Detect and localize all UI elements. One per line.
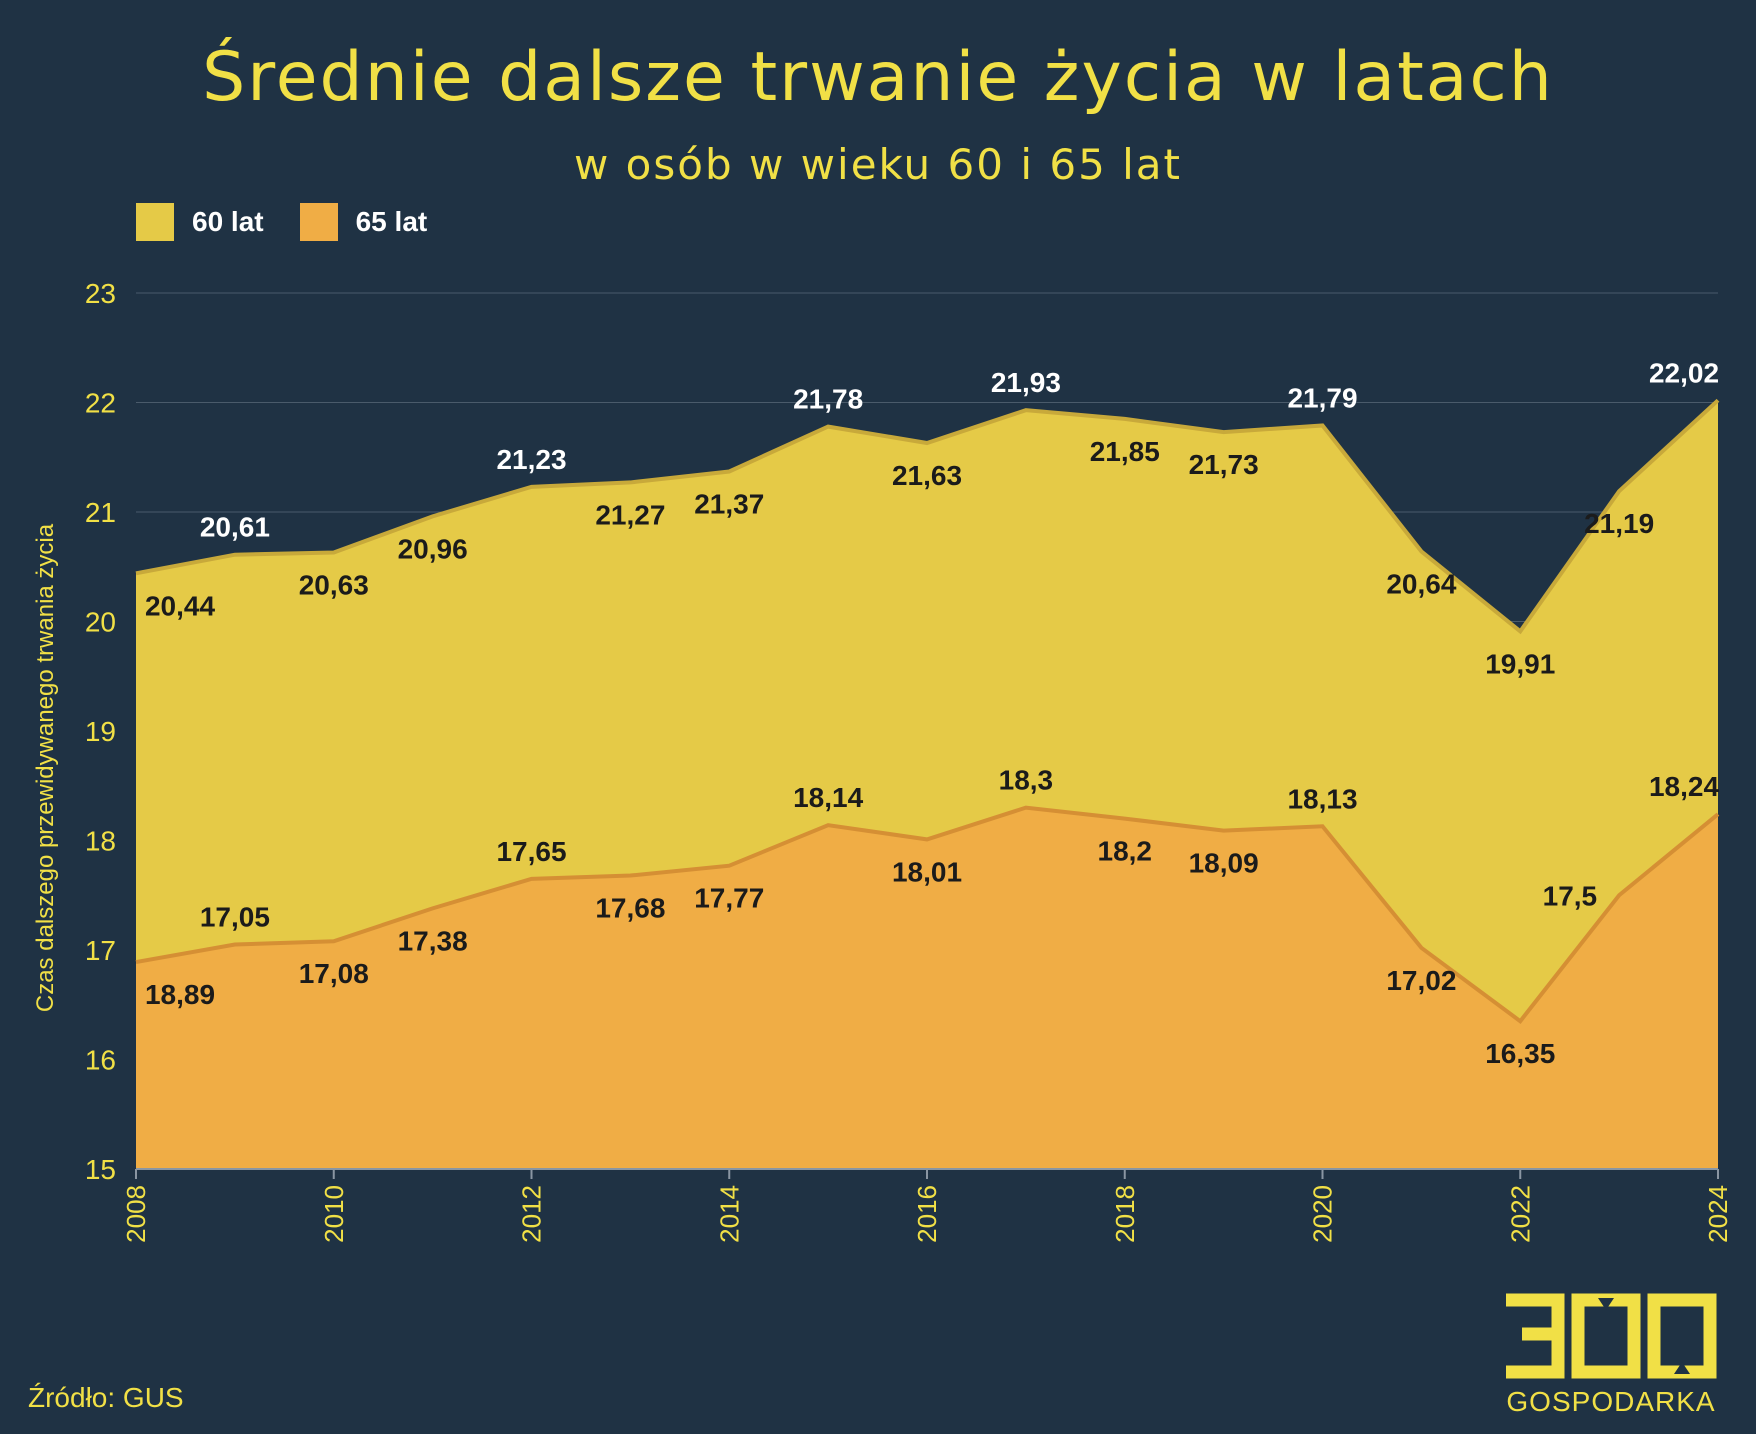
legend: 60 lat 65 lat <box>136 203 463 241</box>
legend-item-60: 60 lat <box>136 203 264 241</box>
x-tick-label: 2022 <box>1505 1185 1535 1243</box>
data-label-65: 18,89 <box>145 979 215 1010</box>
logo-300-icon <box>1506 1293 1717 1379</box>
data-label-65: 17,08 <box>299 958 369 989</box>
legend-swatch-60 <box>136 203 174 241</box>
data-label-65: 18,24 <box>1649 771 1719 802</box>
y-tick-label: 16 <box>85 1045 116 1076</box>
data-label-65: 16,35 <box>1485 1038 1555 1069</box>
y-tick-label: 19 <box>85 716 116 747</box>
area-65-lat <box>136 807 1718 1169</box>
data-label-60: 21,73 <box>1189 449 1259 480</box>
data-label-65: 17,65 <box>496 836 566 867</box>
y-tick-label: 17 <box>85 935 116 966</box>
data-label-60: 21,85 <box>1090 436 1160 467</box>
data-label-60: 20,61 <box>200 512 270 543</box>
data-label-60: 21,19 <box>1584 508 1654 539</box>
data-label-60: 20,44 <box>145 590 215 621</box>
data-label-65: 18,3 <box>999 765 1054 796</box>
y-tick-label: 15 <box>85 1154 116 1185</box>
chart-subtitle: w osób w wieku 60 i 65 lat <box>573 140 1183 189</box>
x-tick-label: 2012 <box>517 1185 547 1243</box>
data-label-60: 21,78 <box>793 384 863 415</box>
y-tick-label: 22 <box>85 388 116 419</box>
data-label-65: 17,38 <box>398 925 468 956</box>
y-tick-label: 23 <box>85 278 116 309</box>
x-tick-label: 2020 <box>1308 1185 1338 1243</box>
x-tick-label: 2014 <box>714 1185 744 1243</box>
data-label-65: 17,02 <box>1386 965 1456 996</box>
data-label-60: 20,63 <box>299 570 369 601</box>
data-label-60: 20,96 <box>398 533 468 564</box>
data-label-60: 21,27 <box>595 499 665 530</box>
data-label-65: 18,13 <box>1287 783 1357 814</box>
data-label-65: 18,09 <box>1189 848 1259 879</box>
data-label-65: 17,68 <box>595 893 665 924</box>
data-label-60: 21,79 <box>1287 382 1357 413</box>
data-label-60: 22,02 <box>1649 357 1719 388</box>
x-tick-label: 2018 <box>1110 1185 1140 1243</box>
logo-text: GOSPODARKA <box>1506 1386 1716 1417</box>
data-label-60: 21,37 <box>694 488 764 519</box>
y-tick-label: 21 <box>85 497 116 528</box>
legend-swatch-65 <box>299 203 338 241</box>
data-label-65: 17,05 <box>200 902 270 933</box>
source-note: Źródło: GUS <box>28 1382 184 1413</box>
data-label-65: 18,2 <box>1098 836 1153 867</box>
x-tick-label: 2024 <box>1703 1185 1733 1243</box>
data-label-60: 21,93 <box>991 367 1061 398</box>
line-60-lat <box>135 398 1720 635</box>
x-tick-label: 2016 <box>912 1185 942 1243</box>
legend-item-65: 65 lat <box>299 203 428 241</box>
data-label-65: 18,14 <box>793 782 863 813</box>
chart-title: Średnie dalsze trwanie życia w latach <box>202 38 1554 117</box>
x-tick-label: 2008 <box>121 1185 151 1243</box>
x-tick-label: 2010 <box>319 1185 349 1243</box>
data-label-65: 17,5 <box>1543 880 1598 911</box>
line-65-lat <box>135 805 1720 1024</box>
data-label-60: 21,23 <box>496 444 566 475</box>
y-tick-label: 20 <box>85 607 116 638</box>
data-label-65: 17,77 <box>694 883 764 914</box>
data-label-65: 18,01 <box>892 856 962 887</box>
data-label-60: 21,63 <box>892 460 962 491</box>
legend-label-65: 65 lat <box>355 206 428 237</box>
legend-label-60: 60 lat <box>192 206 264 237</box>
data-label-60: 20,64 <box>1386 568 1456 599</box>
data-label-60: 19,91 <box>1485 648 1555 679</box>
y-tick-label: 18 <box>85 826 116 857</box>
